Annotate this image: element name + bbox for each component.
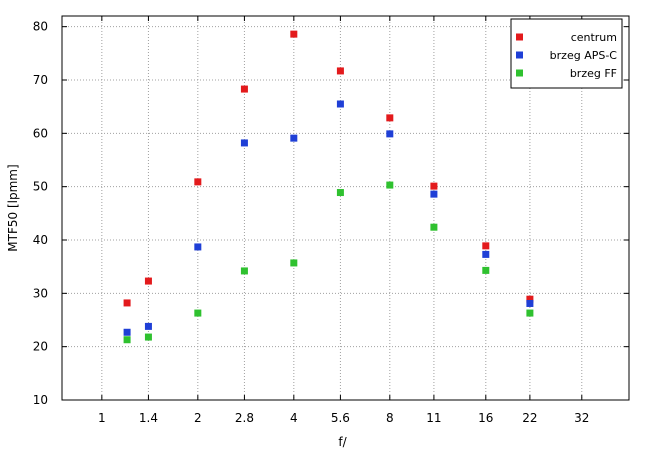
y-tick-label: 30 bbox=[33, 286, 48, 300]
data-point-brzeg-ff bbox=[194, 309, 202, 317]
y-tick-label: 40 bbox=[33, 233, 48, 247]
data-point-brzeg-aps-c bbox=[336, 100, 344, 108]
data-point-centrum bbox=[194, 178, 202, 186]
x-tick-label: 16 bbox=[478, 411, 493, 425]
data-point-centrum bbox=[290, 30, 298, 38]
legend-label-centrum: centrum bbox=[571, 31, 617, 44]
data-points bbox=[123, 30, 534, 344]
x-tick-label: 1 bbox=[98, 411, 106, 425]
y-tick-label: 80 bbox=[33, 20, 48, 34]
legend-marker-brzeg-ff bbox=[516, 69, 523, 77]
data-point-brzeg-aps-c bbox=[144, 322, 152, 330]
x-tick-labels: 1 1.4 2 2.8 4 5.6 8 11 16 22 32 bbox=[98, 411, 589, 425]
y-tick-label: 50 bbox=[33, 180, 48, 194]
x-tick-label: 8 bbox=[386, 411, 394, 425]
data-point-brzeg-ff bbox=[526, 309, 534, 317]
x-tick-label: 2.8 bbox=[235, 411, 254, 425]
data-point-centrum bbox=[123, 299, 131, 307]
legend-box bbox=[510, 18, 623, 89]
legend-label-brzeg-aps-c: brzeg APS-C bbox=[550, 49, 618, 62]
axis-ticks bbox=[62, 16, 629, 401]
data-point-brzeg-ff bbox=[290, 259, 298, 267]
data-point-centrum bbox=[482, 242, 490, 250]
x-tick-label: 22 bbox=[522, 411, 537, 425]
y-axis-title: MTF50 [lpmm] bbox=[6, 164, 20, 251]
x-axis-title: f/ bbox=[338, 435, 347, 449]
data-point-centrum bbox=[430, 182, 438, 190]
data-point-brzeg-ff bbox=[144, 333, 152, 341]
data-point-centrum bbox=[386, 114, 394, 122]
x-tick-label: 2 bbox=[194, 411, 202, 425]
data-point-brzeg-aps-c bbox=[240, 139, 248, 147]
data-point-brzeg-ff bbox=[336, 189, 344, 197]
legend: centrum brzeg APS-C brzeg FF bbox=[510, 18, 623, 89]
plot-frame bbox=[61, 15, 630, 401]
data-point-brzeg-ff bbox=[482, 266, 490, 274]
data-point-brzeg-aps-c bbox=[123, 328, 131, 336]
x-tick-label: 4 bbox=[290, 411, 298, 425]
data-point-brzeg-aps-c bbox=[430, 190, 438, 198]
legend-marker-centrum bbox=[516, 33, 523, 41]
data-point-brzeg-aps-c bbox=[482, 250, 490, 258]
legend-label-brzeg-ff: brzeg FF bbox=[570, 67, 617, 80]
data-point-brzeg-ff bbox=[123, 336, 131, 344]
x-tick-label: 5.6 bbox=[331, 411, 350, 425]
data-point-brzeg-aps-c bbox=[194, 243, 202, 251]
x-tick-label: 1.4 bbox=[139, 411, 158, 425]
y-tick-label: 60 bbox=[33, 126, 48, 140]
y-tick-label: 10 bbox=[33, 393, 48, 407]
data-point-brzeg-ff bbox=[430, 223, 438, 231]
y-tick-label: 70 bbox=[33, 73, 48, 87]
data-point-centrum bbox=[240, 85, 248, 93]
y-tick-label: 20 bbox=[33, 340, 48, 354]
y-tick-labels: 10 20 30 40 50 60 70 80 bbox=[33, 20, 48, 407]
data-point-centrum bbox=[526, 295, 534, 303]
data-point-brzeg-aps-c bbox=[290, 134, 298, 142]
x-tick-label: 32 bbox=[574, 411, 589, 425]
data-point-centrum bbox=[144, 277, 152, 285]
data-point-brzeg-ff bbox=[386, 181, 394, 189]
data-point-brzeg-aps-c bbox=[386, 130, 394, 138]
x-tick-label: 11 bbox=[426, 411, 441, 425]
data-point-centrum bbox=[336, 67, 344, 75]
legend-marker-brzeg-aps-c bbox=[516, 51, 523, 59]
data-point-brzeg-aps-c bbox=[526, 299, 534, 307]
data-point-brzeg-ff bbox=[240, 267, 248, 275]
